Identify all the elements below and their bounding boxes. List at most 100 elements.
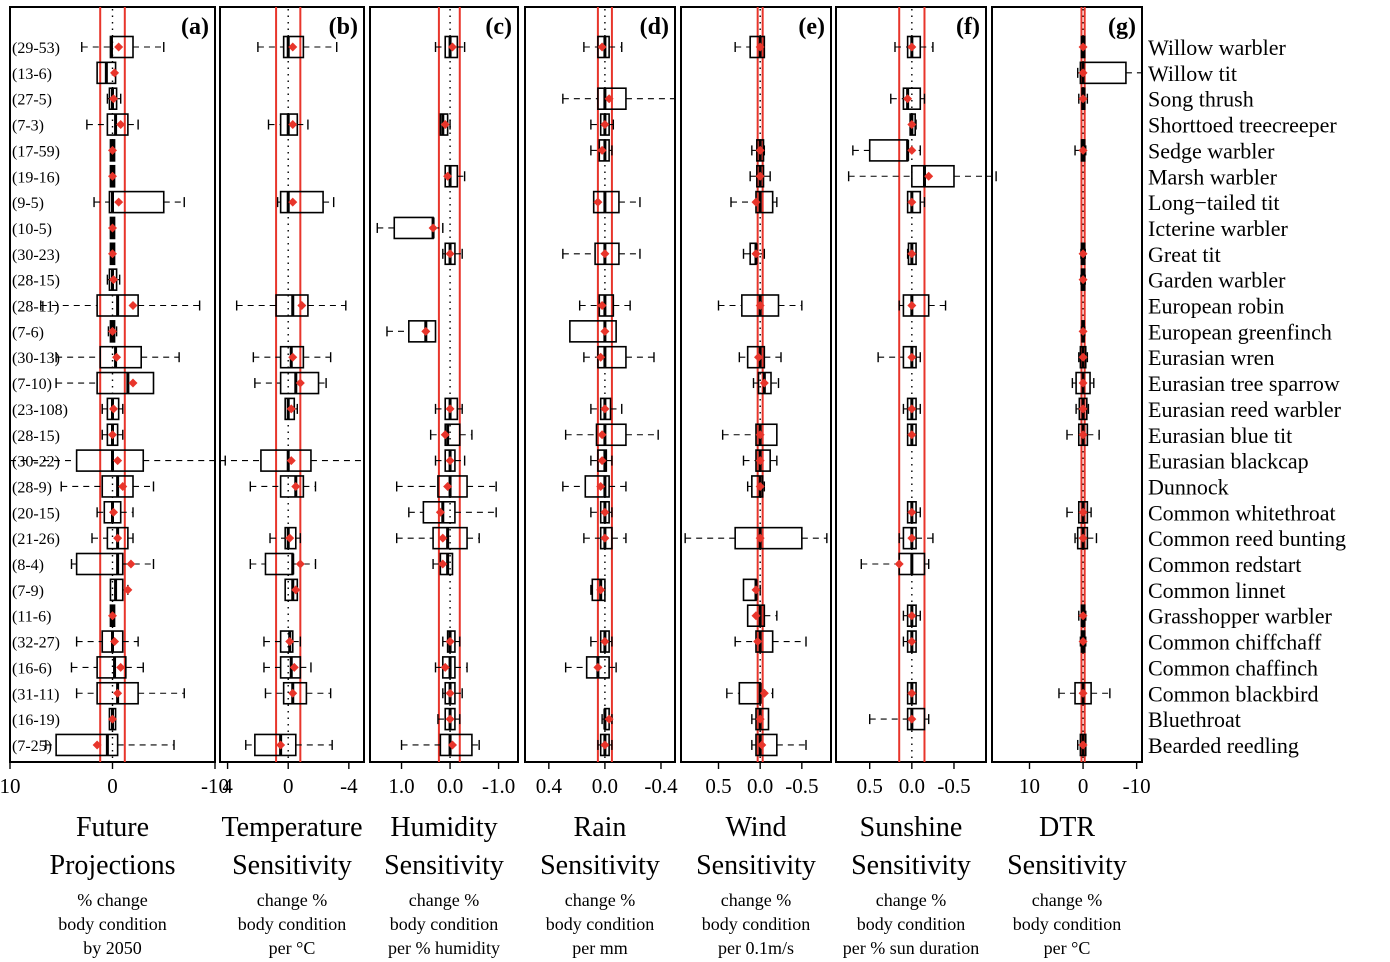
mean-marker xyxy=(751,197,761,207)
box xyxy=(279,371,320,395)
mean-marker xyxy=(1078,688,1088,698)
box xyxy=(393,216,434,240)
panel-title: Sensitivity xyxy=(540,850,660,881)
panel-subtitle: body condition xyxy=(238,914,347,934)
sample-size-label: (16-19) xyxy=(12,712,60,729)
mean-marker xyxy=(1078,42,1088,52)
sample-size-label: (28-15) xyxy=(12,273,60,290)
panel-tag: (c) xyxy=(485,14,512,40)
box xyxy=(264,552,294,576)
panel-subtitle: body condition xyxy=(857,914,966,934)
mean-marker xyxy=(288,197,298,207)
panel-tag: (a) xyxy=(181,14,209,40)
tick-label: 0 xyxy=(1078,774,1089,798)
species-label: Willow warbler xyxy=(1148,35,1286,60)
box xyxy=(254,733,297,757)
mean-marker xyxy=(907,301,917,310)
mean-marker xyxy=(597,301,607,310)
tick-label: -10 xyxy=(1123,774,1151,798)
mean-marker xyxy=(276,740,286,750)
mean-marker xyxy=(108,326,117,336)
box xyxy=(284,526,297,550)
panel-title: Future xyxy=(76,812,149,843)
panel-subtitle: change % xyxy=(876,890,946,910)
panel-frame xyxy=(219,6,365,763)
tick-label: 4 xyxy=(222,774,233,798)
mean-marker xyxy=(597,42,607,52)
panel-title: Sensitivity xyxy=(232,850,352,881)
panel-subtitle: change % xyxy=(409,890,479,910)
mean-marker xyxy=(447,42,457,52)
mean-marker xyxy=(291,585,301,595)
mean-marker xyxy=(907,430,917,440)
panel-tag: (b) xyxy=(329,14,358,40)
mean-marker xyxy=(755,301,765,310)
box xyxy=(75,552,124,576)
species-label: Bearded reedling xyxy=(1148,733,1299,758)
species-label: Garden warbler xyxy=(1148,268,1286,293)
tick-label: 10 xyxy=(0,774,21,798)
mean-marker xyxy=(600,404,610,414)
mean-marker xyxy=(443,481,453,491)
mean-marker xyxy=(907,352,917,362)
mean-marker xyxy=(113,688,123,698)
sample-size-label: (32-27) xyxy=(12,635,60,652)
mean-marker xyxy=(438,533,448,543)
panel-subtitle: body condition xyxy=(546,914,655,934)
mean-marker xyxy=(114,42,124,52)
panel-title: Sensitivity xyxy=(384,850,504,881)
sample-size-label: (27-5) xyxy=(12,92,52,109)
sample-size-label: (28-15) xyxy=(12,428,60,445)
panel-frame xyxy=(680,6,832,763)
panel-title: Rain xyxy=(574,812,627,843)
sample-size-label: (11-6) xyxy=(12,609,51,626)
panel-subtitle: by 2050 xyxy=(83,938,142,958)
panel-subtitle: per mm xyxy=(572,938,628,958)
mean-marker xyxy=(907,120,917,130)
mean-marker xyxy=(907,404,917,414)
sample-size-label: (17-59) xyxy=(12,143,60,160)
box xyxy=(746,345,766,369)
sample-size-label: (7-9) xyxy=(12,583,44,600)
tick-label: -4 xyxy=(340,774,358,798)
box xyxy=(594,242,620,266)
sample-size-label: (20-15) xyxy=(12,505,60,522)
species-label: Common chaffinch xyxy=(1148,655,1318,680)
mean-marker xyxy=(435,507,445,517)
box xyxy=(279,475,305,498)
mean-marker xyxy=(1078,611,1088,621)
mean-marker xyxy=(1078,275,1088,285)
species-label: Sedge warbler xyxy=(1148,138,1275,163)
tick-label: 0.0 xyxy=(899,774,925,798)
panel-subtitle: per % humidity xyxy=(388,938,500,958)
species-label: Eurasian tree sparrow xyxy=(1148,371,1340,396)
mean-marker xyxy=(907,533,917,543)
box xyxy=(282,35,305,59)
mean-marker xyxy=(288,42,298,52)
mean-marker xyxy=(757,740,767,750)
mean-marker xyxy=(907,145,917,155)
species-label: Willow tit xyxy=(1148,61,1237,86)
mean-marker xyxy=(1078,94,1088,104)
box xyxy=(437,475,468,498)
sample-size-label: (9-5) xyxy=(12,195,44,212)
tick-label: 0 xyxy=(283,774,294,798)
sample-size-label: (7-25) xyxy=(12,738,52,755)
mean-marker xyxy=(751,611,761,621)
mean-marker xyxy=(126,559,136,569)
panel-title: Sensitivity xyxy=(696,850,816,881)
mean-marker xyxy=(428,223,438,233)
panel-title: Sunshine xyxy=(860,812,963,843)
mean-marker xyxy=(92,740,102,750)
sample-size-label: (13-6) xyxy=(12,66,52,83)
mean-marker xyxy=(753,637,763,647)
mean-marker xyxy=(445,637,455,647)
species-label: Eurasian wren xyxy=(1148,345,1274,370)
box xyxy=(96,371,155,395)
species-label: Common whitethroat xyxy=(1148,500,1336,525)
mean-marker xyxy=(443,171,453,181)
box xyxy=(55,733,119,757)
mean-marker xyxy=(113,456,123,466)
species-label: Bluethroat xyxy=(1148,707,1241,732)
